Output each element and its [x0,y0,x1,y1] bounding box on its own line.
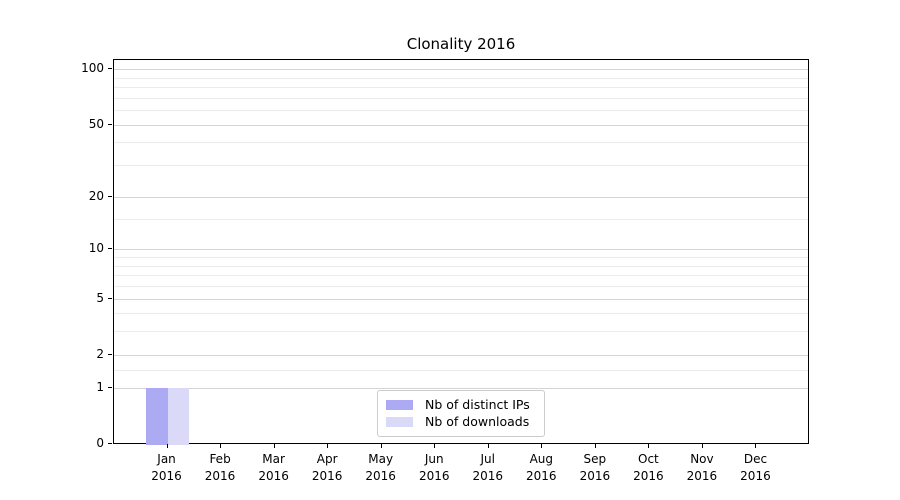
y-tick-label-2: 2 [96,346,104,361]
x-tick-sep [594,444,596,448]
legend-swatch-distinct-ips [386,399,413,410]
x-tick-label-jan: Jan 2016 [151,452,182,483]
gridline-minor-y-15 [114,218,808,220]
legend-swatch-downloads [386,416,413,427]
x-tick-dec [755,444,757,448]
x-tick-label-may: May 2016 [365,452,396,483]
gridline-minor-y-70 [114,97,808,99]
y-tick-label-0: 0 [96,436,104,450]
gridline-minor-y-60 [114,110,808,112]
plot-area [113,59,809,445]
y-tick-50 [108,123,112,125]
y-tick-label-100: 100 [81,61,104,76]
gridline-minor-y-3 [114,331,808,333]
gridline-minor-y-6 [114,285,808,287]
legend: Nb of distinct IPs Nb of downloads [377,390,545,437]
y-tick-0 [108,443,112,444]
gridline-major-y-10 [114,249,808,251]
gridline-minor-y-9 [114,257,808,259]
x-tick-jul [487,444,489,448]
x-tick-apr [327,444,329,448]
y-tick-label-1: 1 [96,379,104,394]
gridline-major-y-5 [114,298,808,300]
x-tick-label-apr: Apr 2016 [311,452,343,483]
gridline-major-y-50 [114,124,808,126]
legend-item-distinct-ips: Nb of distinct IPs [386,396,536,413]
gridline-minor-y-4 [114,313,808,315]
gridline-minor-y-90 [114,77,808,79]
legend-item-downloads: Nb of downloads [386,413,536,430]
legend-label-distinct-ips: Nb of distinct IPs [425,397,530,412]
x-tick-label-jul: Jul 2016 [472,452,504,483]
gridline-major-y-20 [114,196,808,198]
gridline-minor-y-8 [114,265,808,267]
y-tick-20 [108,195,112,197]
gridline-minor-y-30 [114,165,808,167]
y-tick-5 [108,297,112,299]
x-tick-label-sep: Sep 2016 [579,452,611,483]
x-tick-nov [701,444,703,448]
gridline-major-y-1 [114,387,808,389]
x-tick-label-nov: Nov 2016 [686,452,718,483]
x-tick-mar [273,444,275,448]
x-tick-label-aug: Aug 2016 [526,452,557,483]
bar-downloads-jan [167,387,190,445]
y-tick-label-20: 20 [88,188,104,203]
y-tick-label-10: 10 [88,241,104,256]
y-tick-1 [108,386,112,388]
x-tick-label-oct: Oct 2016 [633,452,664,483]
y-tick-label-5: 5 [96,290,104,305]
x-tick-label-jun: Jun 2016 [418,452,450,483]
x-tick-jan [166,444,168,448]
x-tick-may [380,444,382,448]
y-tick-10 [108,248,112,250]
x-tick-label-dec: Dec 2016 [740,452,771,483]
gridline-major-y-2 [114,354,808,356]
x-tick-aug [541,444,543,448]
chart-title: Clonality 2016 [406,35,516,53]
gridline-minor-y-7 [114,275,808,277]
bar-distinct-ips-jan [146,387,168,445]
gridline-minor-y-80 [114,87,808,89]
x-tick-oct [648,444,650,448]
y-tick-100 [108,68,112,70]
x-tick-jun [434,444,436,448]
y-tick-2 [108,353,112,355]
x-tick-label-mar: Mar 2016 [258,452,289,483]
x-tick-feb [220,444,222,448]
gridline-minor-y-1.5 [114,369,808,371]
y-tick-label-50: 50 [88,116,104,131]
x-tick-label-feb: Feb 2016 [204,452,236,483]
legend-label-downloads: Nb of downloads [425,414,530,429]
gridline-major-y-100 [114,69,808,71]
gridline-minor-y-40 [114,142,808,144]
